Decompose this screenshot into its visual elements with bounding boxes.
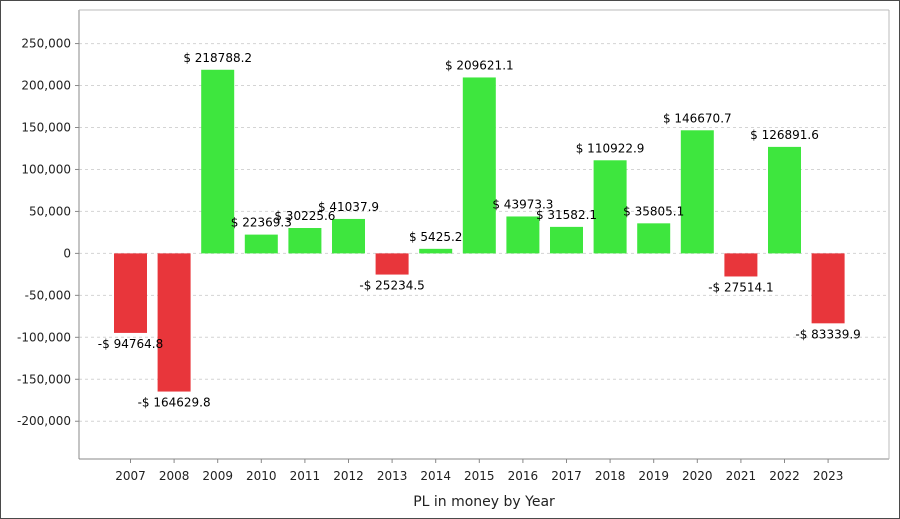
data-label-2013: -$ 25234.5 [359,279,424,293]
bar-2019 [637,223,671,254]
data-label-2009: $ 218788.2 [183,51,252,65]
x-tick-label-2023: 2023 [813,469,844,483]
x-tick-label-2019: 2019 [638,469,669,483]
y-tick-label: 250,000 [21,37,71,51]
bar-2021 [724,253,758,277]
x-axis-title: PL in money by Year [413,494,555,510]
tick-labels: -200,000 -150,000 -100,000 -50,000 0 50,000 10… [17,37,843,483]
x-tick-label-2022: 2022 [769,469,800,483]
bar-2014 [419,248,453,254]
data-label-2017: $ 31582.1 [536,208,597,222]
data-label-2022: $ 126891.6 [750,128,819,142]
data-label-2008: -$ 164629.8 [138,396,211,410]
axes [75,9,890,463]
x-tick-label-2017: 2017 [551,469,582,483]
bar-2018 [593,160,627,254]
bar-2011 [288,228,322,254]
data-label-2021: -$ 27514.1 [708,280,773,294]
y-tick-label: -200,000 [17,414,71,428]
bar-2013 [375,253,409,275]
data-label-2019: $ 35805.1 [623,204,684,218]
bar-2020 [680,130,714,254]
bar-2022 [768,146,801,254]
x-tick-label-2014: 2014 [420,469,451,483]
data-labels: -$ 94764.8 -$ 164629.8 $ 218788.2 $ 22369.3… [98,51,861,410]
x-tick-label-2009: 2009 [202,469,233,483]
data-label-2007: -$ 94764.8 [98,337,163,351]
x-tick-label-2012: 2012 [333,469,364,483]
x-tick-label-2021: 2021 [726,469,757,483]
y-tick-label: -150,000 [17,372,71,386]
x-tick-label-2020: 2020 [682,469,713,483]
x-tick-label-2016: 2016 [508,469,539,483]
bar-2010 [244,234,278,254]
y-tick-label: 150,000 [21,120,71,134]
data-label-2016: $ 43973.3 [492,197,553,211]
bar-2008 [157,253,191,392]
y-tick-label: 0 [63,246,71,260]
x-tick-label-2010: 2010 [246,469,277,483]
bar-2016 [506,216,540,254]
x-tick-label-2018: 2018 [595,469,626,483]
data-label-2011: $ 30225.6 [274,209,335,223]
data-label-2020: $ 146670.7 [663,111,732,125]
bar-2007 [114,253,147,333]
bar-2015 [462,77,496,254]
bar-2017 [550,226,583,254]
data-label-2015: $ 209621.1 [445,58,514,72]
x-tick-label-2015: 2015 [464,469,495,483]
data-label-2014: $ 5425.2 [409,230,462,244]
x-tick-label-2011: 2011 [290,469,321,483]
data-label-2012: $ 41037.9 [318,200,379,214]
y-tick-label: 50,000 [29,204,71,218]
bar-2023 [811,253,845,324]
y-tick-label: -100,000 [17,330,71,344]
data-label-2018: $ 110922.9 [576,141,645,155]
data-label-2010: $ 22369.3 [231,216,292,230]
y-tick-label: 200,000 [21,79,71,93]
y-tick-label: -50,000 [25,288,71,302]
bar-2009 [201,69,235,254]
bars [114,69,845,392]
x-tick-label-2008: 2008 [159,469,190,483]
data-label-2023: -$ 83339.9 [795,327,860,341]
x-tick-label-2007: 2007 [115,469,146,483]
bar-2012 [332,218,365,254]
y-tick-label: 100,000 [21,162,71,176]
x-tick-label-2013: 2013 [377,469,408,483]
